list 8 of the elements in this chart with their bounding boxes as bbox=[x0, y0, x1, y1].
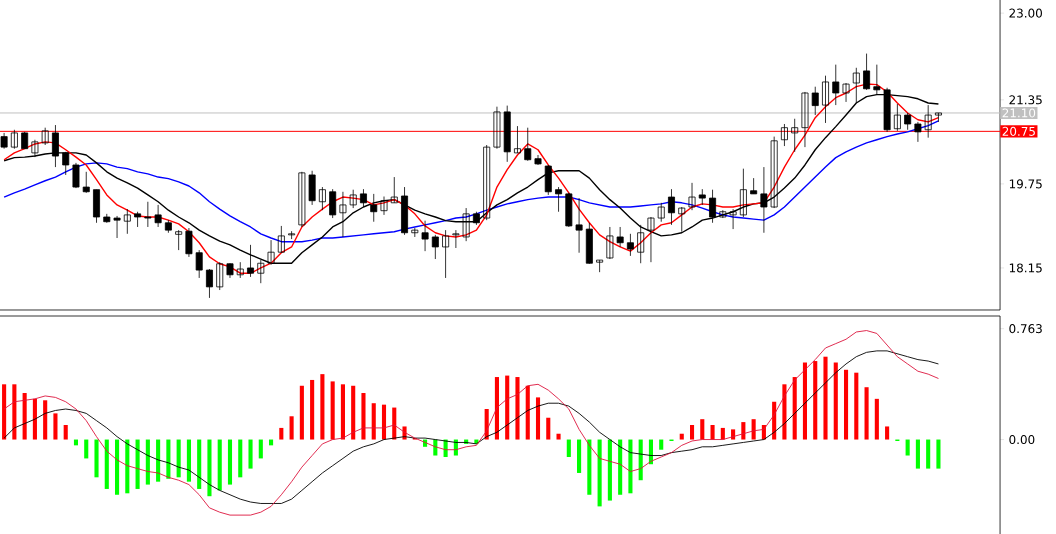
ref-line-label: 20.75 bbox=[1002, 126, 1035, 136]
y-tick-label: 18.15 bbox=[1009, 263, 1042, 273]
y-tick-label: 23.00 bbox=[1009, 8, 1042, 18]
y-tick-label: 21.35 bbox=[1009, 95, 1042, 105]
ref-line-label: 21.10 bbox=[1002, 108, 1036, 118]
y-tick-label: 0.763 bbox=[1009, 324, 1042, 334]
y-tick-label: 19.75 bbox=[1009, 179, 1042, 189]
y-tick-label: 0.00 bbox=[1009, 435, 1035, 445]
